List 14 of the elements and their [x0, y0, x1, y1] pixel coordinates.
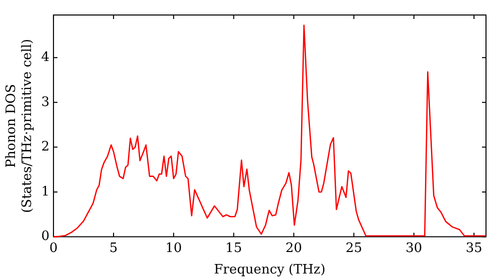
x-axis-title: Frequency (THz)	[214, 262, 326, 278]
y-tick-label: 0	[41, 229, 50, 244]
x-tick-label: 5	[109, 240, 118, 256]
y-tick-label: 4	[41, 50, 50, 65]
x-tick-label: 10	[165, 240, 182, 256]
x-tick-label: 25	[346, 240, 362, 256]
x-tick-label: 20	[285, 240, 302, 256]
y-tick-label: 1	[41, 184, 50, 200]
y-axis-title: Phonon DOS (States/THz·primitive cell)	[4, 38, 35, 213]
y-tick-label: 2	[41, 140, 50, 155]
x-tick-label: 30	[406, 240, 422, 256]
x-tick-label: 35	[466, 240, 482, 256]
y-tick-label: 3	[41, 94, 50, 110]
x-tick-label: 15	[225, 240, 242, 256]
